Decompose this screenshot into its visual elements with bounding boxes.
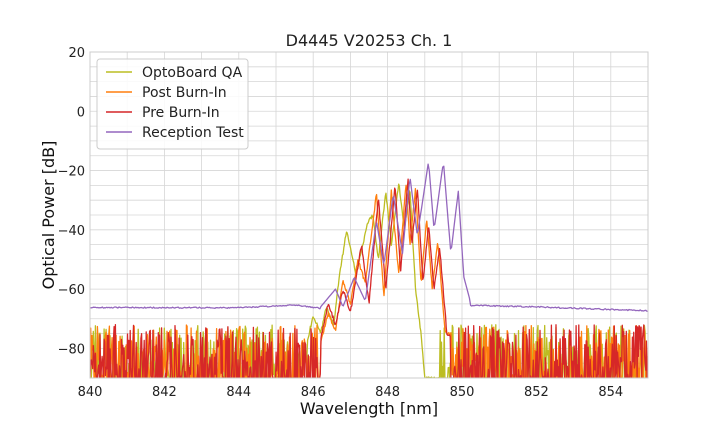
plot-frame	[89, 51, 649, 379]
y-tick-label: −20	[58, 165, 85, 180]
x-tick-label: 854	[598, 385, 623, 400]
y-tick-label: −40	[58, 224, 85, 239]
x-tick-label: 846	[301, 385, 326, 400]
legend-label-post-burn-in: Post Burn-In	[142, 85, 227, 101]
legend-label-reception-test: Reception Test	[142, 125, 244, 141]
series-line-reception-test	[90, 163, 648, 312]
series-line-pre-burn-in	[90, 178, 648, 378]
x-tick-label: 840	[78, 385, 103, 400]
x-tick-label: 848	[375, 385, 400, 400]
x-tick-label: 850	[450, 385, 475, 400]
y-axis-title: Optical Power [dB]	[39, 141, 58, 290]
legend: OptoBoard QA Post Burn-In Pre Burn-In Re…	[96, 58, 249, 150]
y-tick-label: 20	[68, 46, 85, 61]
y-tick-label: −80	[58, 342, 85, 357]
x-tick-label: 844	[226, 385, 251, 400]
legend-label-optoboard-qa: OptoBoard QA	[142, 65, 243, 81]
tick-labels: 840 842 844 846 848 850 852 854 20 0 −20 −40 −60 −80	[58, 46, 624, 400]
legend-box	[96, 58, 249, 150]
y-tick-label: 0	[77, 105, 85, 120]
legend-label-pre-burn-in: Pre Burn-In	[142, 105, 220, 121]
series-line-post-burn-in	[90, 184, 648, 378]
y-tick-label: −60	[58, 283, 85, 298]
chart-title: D4445 V20253 Ch. 1	[286, 31, 453, 50]
x-axis-title: Wavelength [nm]	[300, 399, 438, 418]
x-tick-label: 842	[152, 385, 177, 400]
x-tick-label: 852	[524, 385, 549, 400]
